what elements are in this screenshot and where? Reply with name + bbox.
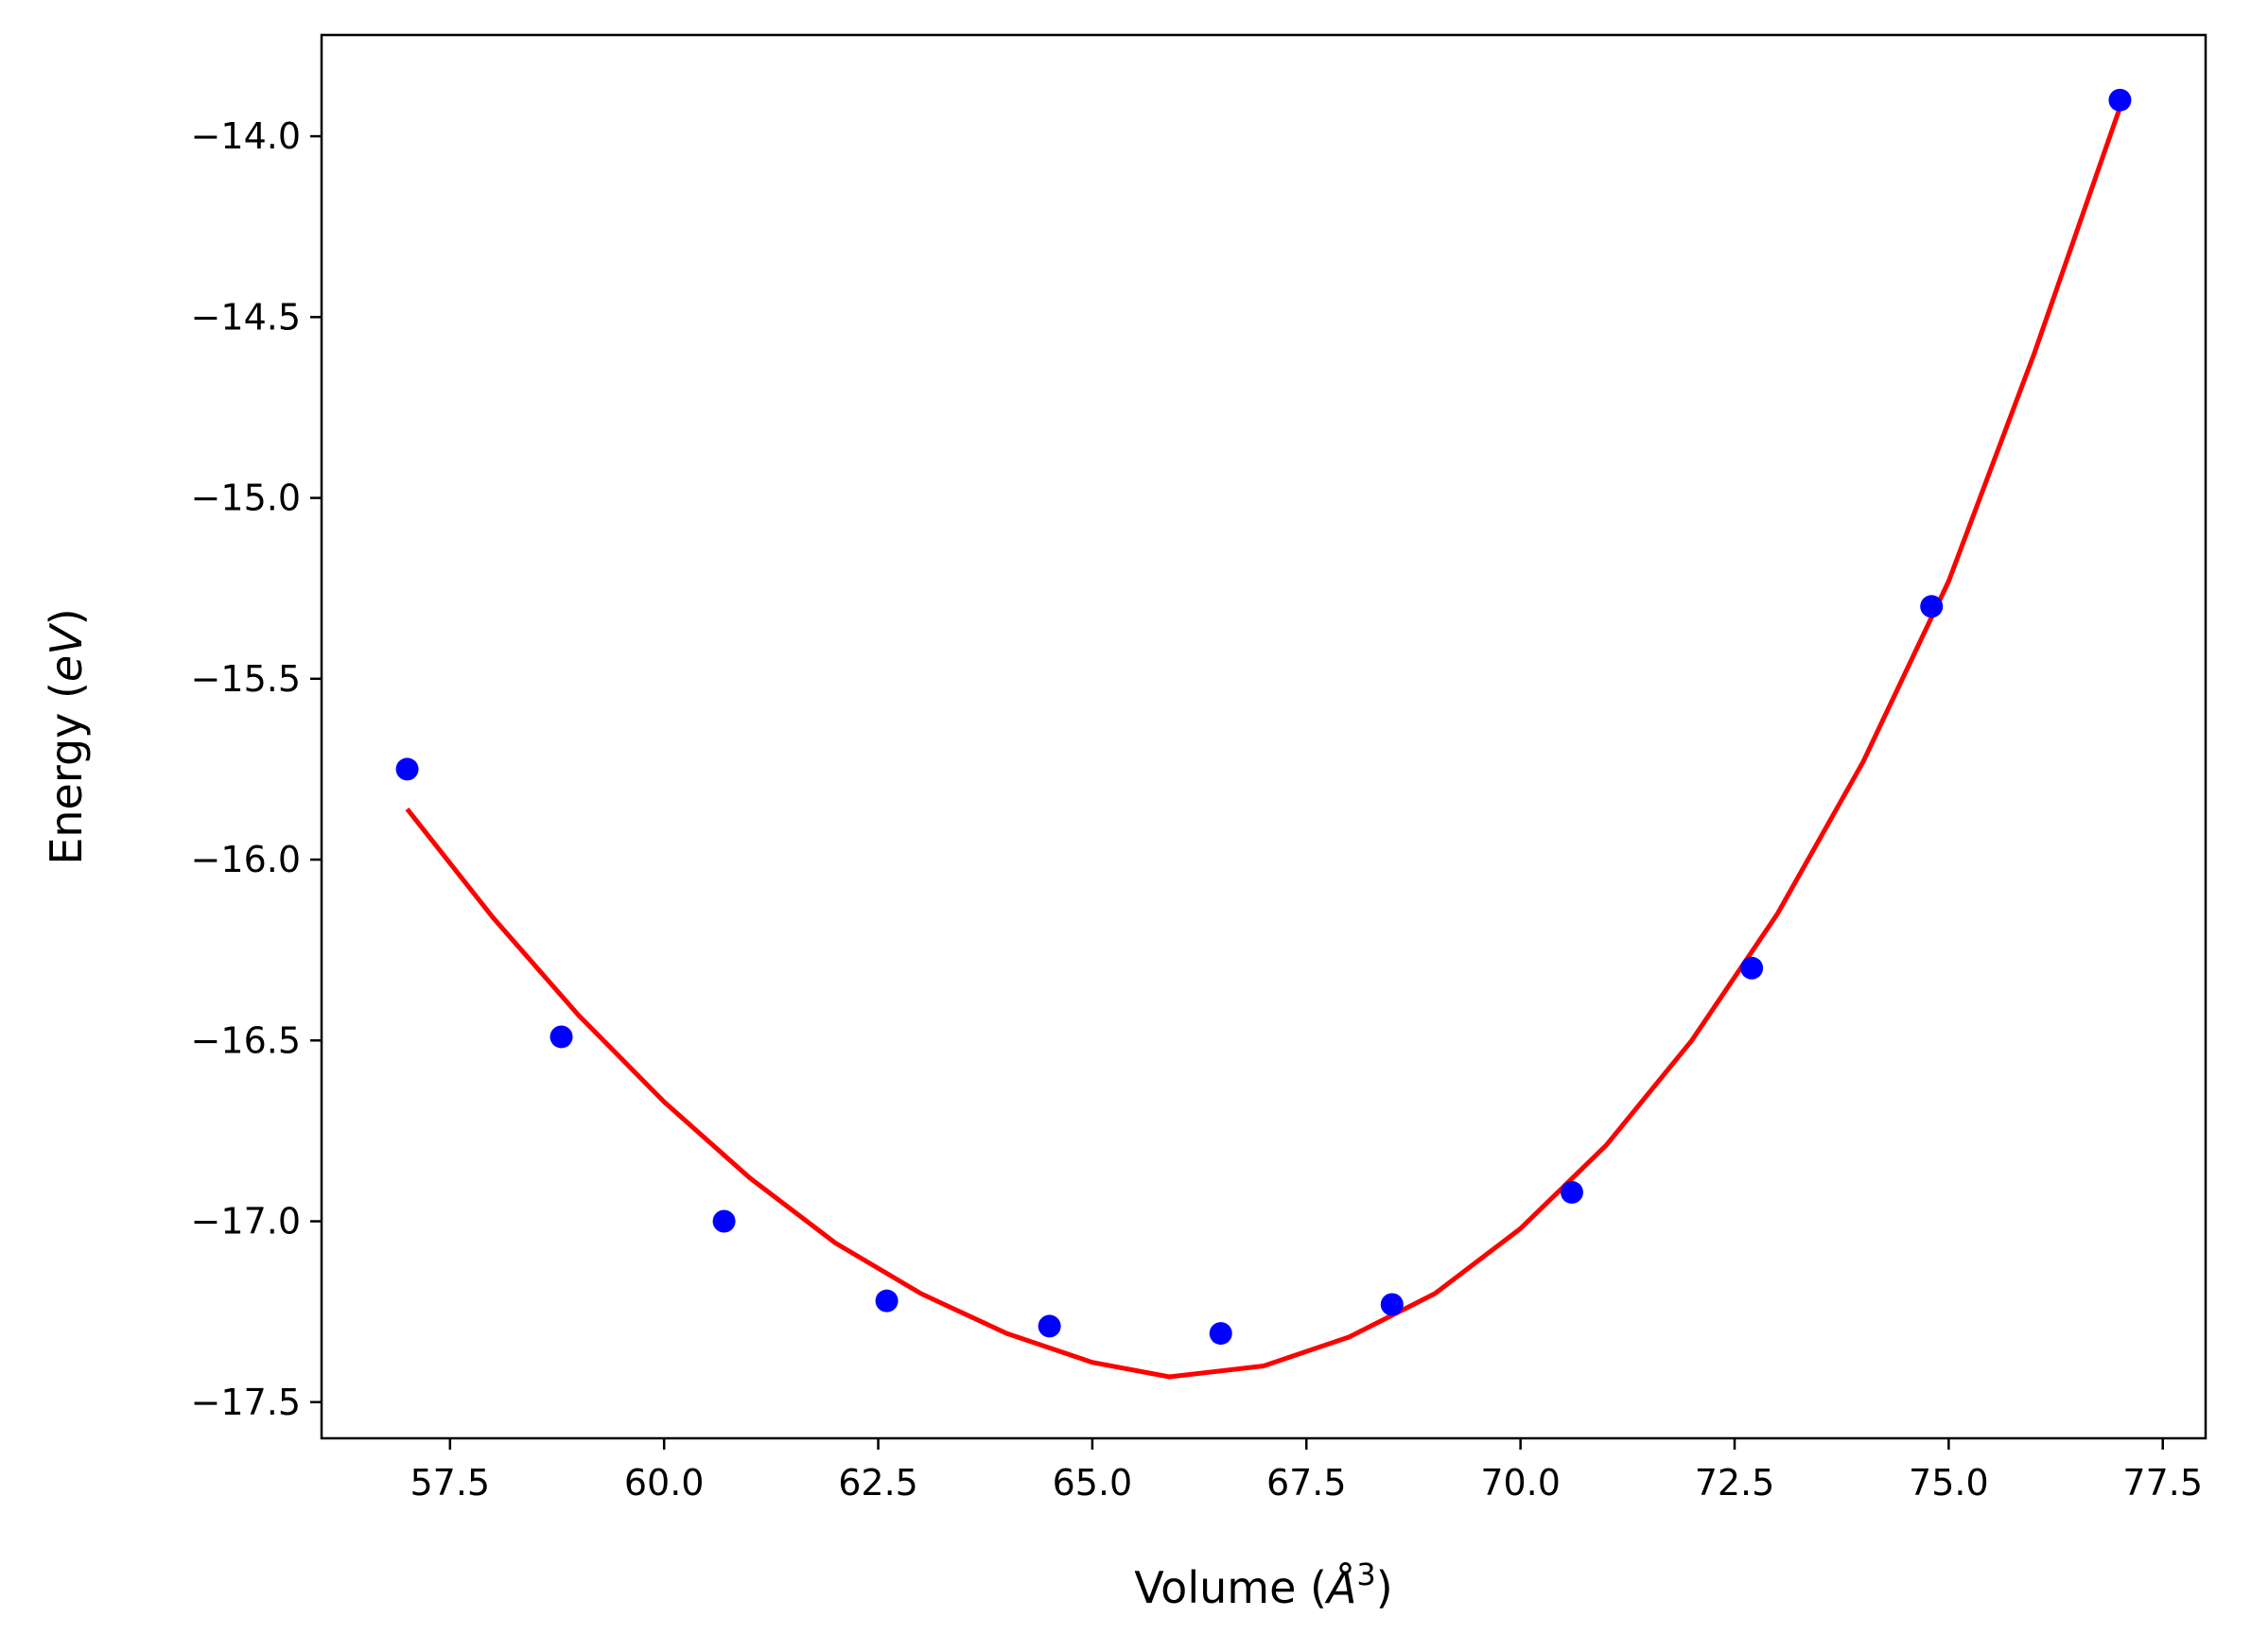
x-tick-label: 67.5 [1266,1462,1347,1504]
data-point [1740,956,1764,980]
y-tick-label: −17.5 [191,1382,301,1423]
y-tick-label: −15.5 [191,658,301,700]
x-axis-ticks: 57.5 60.0 62.5 65.0 67.5 70.0 72.5 75.0 77.5 [410,1438,2203,1504]
y-tick-label: −17.0 [191,1201,301,1243]
data-point [1038,1314,1061,1338]
data-point [1209,1322,1232,1346]
y-axis-ticks: −14.0 −14.5 −15.0 −15.5 −16.0 −16.5 −17.0 −17.5 [191,115,322,1423]
data-point [1560,1180,1583,1204]
x-tick-label: 57.5 [410,1462,491,1504]
x-tick-label: 62.5 [838,1462,918,1504]
data-point [550,1025,573,1049]
x-tick-label: 70.0 [1480,1462,1561,1504]
data-point [712,1209,736,1233]
y-tick-label: −15.0 [191,478,301,519]
y-tick-label: −14.5 [191,296,301,338]
data-point [1380,1293,1404,1316]
y-axis-label: Energy (eV) [41,608,92,864]
x-tick-label: 72.5 [1695,1462,1775,1504]
y-tick-label: −16.5 [191,1019,301,1061]
x-tick-label: 75.0 [1909,1462,1989,1504]
plot-frame [320,33,2207,1440]
y-tick-label: −16.0 [191,839,301,880]
data-point [875,1289,899,1313]
data-point [395,757,419,781]
fit-curve [405,106,2122,1380]
data-point [1920,595,1944,618]
y-tick-label: −14.0 [191,115,301,157]
x-axis-label: Volume (Å3) [1134,1556,1392,1613]
data-point [2108,88,2132,112]
x-tick-label: 65.0 [1053,1462,1133,1504]
data-points-layer [395,88,2132,1346]
fit-curve-layer [405,106,2122,1380]
x-tick-label: 60.0 [624,1462,705,1504]
x-tick-label: 77.5 [2122,1462,2203,1504]
